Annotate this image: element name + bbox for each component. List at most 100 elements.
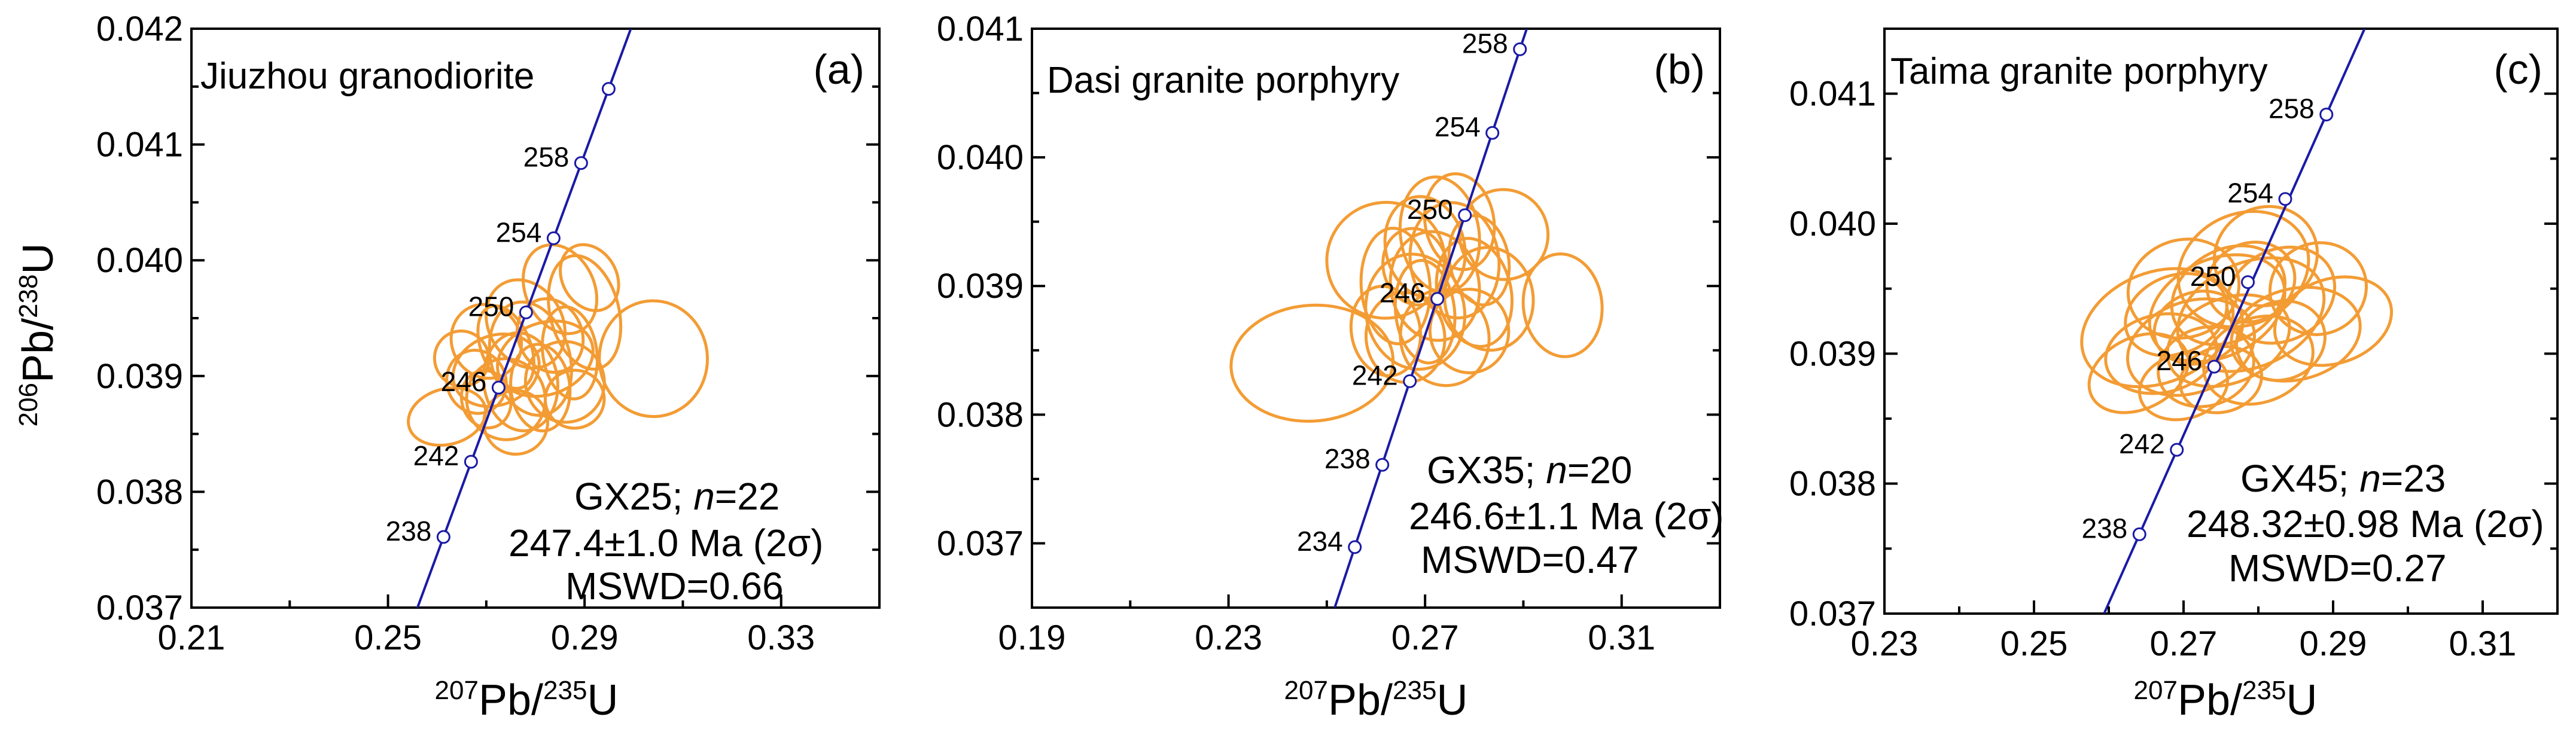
age-marker xyxy=(2278,192,2292,206)
error-ellipse xyxy=(1349,285,1423,377)
error-ellipse xyxy=(1381,227,1450,307)
age-label: 242 xyxy=(413,440,459,471)
ellipse-layer xyxy=(2080,205,2394,422)
age-marker xyxy=(574,156,588,170)
sample-id: GX35 xyxy=(1427,449,1525,492)
y-tick-label: 0.037 xyxy=(1789,594,1876,633)
y-tick-label: 0.039 xyxy=(937,267,1024,306)
x-axis-base1: Pb/ xyxy=(1328,676,1393,724)
x-tick-label: 0.23 xyxy=(1851,624,1919,663)
age-marker xyxy=(519,305,533,319)
tick-layer: 0.037 0.038 0.039 0.040 0.041 0.19 0.23 0.27 0.3… xyxy=(937,10,1721,657)
age-marker xyxy=(1375,458,1390,472)
error-ellipse xyxy=(2104,312,2218,395)
age-label: 254 xyxy=(496,216,542,248)
age-marker xyxy=(2132,527,2146,541)
panel-letter: (c) xyxy=(2493,46,2542,93)
error-ellipse xyxy=(543,368,606,430)
error-ellipse xyxy=(488,300,573,417)
x-axis-title-a: 207Pb/235U xyxy=(435,676,619,724)
x-axis-sup2: 235 xyxy=(543,676,587,705)
error-ellipse xyxy=(540,305,599,401)
error-ellipse xyxy=(547,254,623,371)
x-axis-base2: U xyxy=(587,676,618,724)
error-ellipse xyxy=(1393,259,1457,365)
error-ellipse xyxy=(2205,240,2297,324)
age-label: 234 xyxy=(1297,526,1343,557)
plot-frame xyxy=(190,28,881,609)
error-ellipse xyxy=(1229,303,1395,423)
n-value: 23 xyxy=(2403,457,2446,500)
sample-label: GX35; n=20 xyxy=(1427,449,1632,492)
x-tick-label: 0.31 xyxy=(2449,624,2517,663)
x-tick-label: 0.21 xyxy=(158,618,226,657)
age-label: 254 xyxy=(1435,111,1481,142)
x-tick-label: 0.27 xyxy=(2150,624,2218,663)
tick-layer: 0.037 0.038 0.039 0.040 0.041 0.23 0.25 0.27 0.2… xyxy=(1789,28,2559,663)
age-label: 238 xyxy=(386,516,432,547)
age-marker xyxy=(436,530,450,544)
age-label: 242 xyxy=(2119,428,2165,459)
age-marker xyxy=(1513,42,1527,56)
error-ellipse xyxy=(1423,172,1496,272)
n-label: n xyxy=(2359,457,2381,500)
x-tick-label: 0.25 xyxy=(2000,624,2068,663)
age-label: 250 xyxy=(1407,194,1453,225)
error-ellipse xyxy=(516,297,585,374)
y-tick-label: 0.038 xyxy=(96,472,183,511)
x-axis-base1: Pb/ xyxy=(2178,676,2242,724)
n-value: 20 xyxy=(1590,449,1632,492)
error-ellipse xyxy=(2170,244,2287,346)
error-ellipse xyxy=(433,330,491,388)
error-ellipse xyxy=(2268,241,2368,336)
age-marker xyxy=(1348,540,1362,554)
y-axis-title: 206Pb/238U xyxy=(14,243,62,427)
age-label: 250 xyxy=(468,291,514,322)
error-ellipse xyxy=(2273,275,2394,367)
age-label: 238 xyxy=(2082,513,2128,544)
age-marker xyxy=(464,455,478,469)
y-tick-label: 0.041 xyxy=(937,10,1024,48)
x-tick-label: 0.31 xyxy=(1588,618,1655,657)
x-tick-label: 0.19 xyxy=(998,618,1066,657)
sample-sep: ; xyxy=(1525,449,1546,492)
age-marker xyxy=(546,231,561,245)
panel-title: Dasi granite porphyry xyxy=(1047,60,1399,101)
n-eq: = xyxy=(1567,449,1590,492)
x-axis-sup1: 207 xyxy=(435,676,479,705)
y-tick-label: 0.041 xyxy=(1789,75,1876,114)
y-tick-label: 0.039 xyxy=(1789,334,1876,373)
y-axis-base1: Pb/ xyxy=(14,318,62,383)
tick-layer: 0.037 0.038 0.039 0.040 0.041 0.042 0.21 0.25 0.… xyxy=(96,10,881,657)
x-axis-sup1: 207 xyxy=(1284,676,1328,705)
y-tick-label: 0.039 xyxy=(96,357,183,396)
error-ellipse xyxy=(2225,245,2337,345)
n-eq: = xyxy=(2381,457,2403,500)
sample-sep: ; xyxy=(2339,457,2360,500)
y-axis-sup1: 206 xyxy=(14,383,43,426)
age-marker xyxy=(2319,107,2334,121)
age-marker xyxy=(491,380,506,395)
error-ellipse xyxy=(1428,288,1511,374)
error-ellipse xyxy=(459,369,513,430)
panel-title: Jiuzhou granodiorite xyxy=(200,56,534,97)
n-value: 22 xyxy=(737,475,780,518)
y-tick-label: 0.037 xyxy=(96,588,183,627)
x-tick-label: 0.33 xyxy=(747,618,815,657)
y-axis-sup2: 238 xyxy=(14,274,43,318)
age-marker xyxy=(1403,374,1417,388)
age-label: 254 xyxy=(2227,178,2273,209)
age-marker xyxy=(2241,275,2255,289)
plot-frame xyxy=(1031,28,1721,609)
age-label: 258 xyxy=(1462,28,1508,59)
sample-sep: ; xyxy=(672,475,694,518)
x-axis-sup2: 235 xyxy=(1393,676,1436,705)
y-tick-label: 0.038 xyxy=(937,395,1024,434)
panel-letter: (a) xyxy=(813,46,864,93)
y-tick-label: 0.038 xyxy=(1789,465,1876,504)
age-result: 248.32±0.98 Ma (2σ) xyxy=(2187,502,2544,545)
